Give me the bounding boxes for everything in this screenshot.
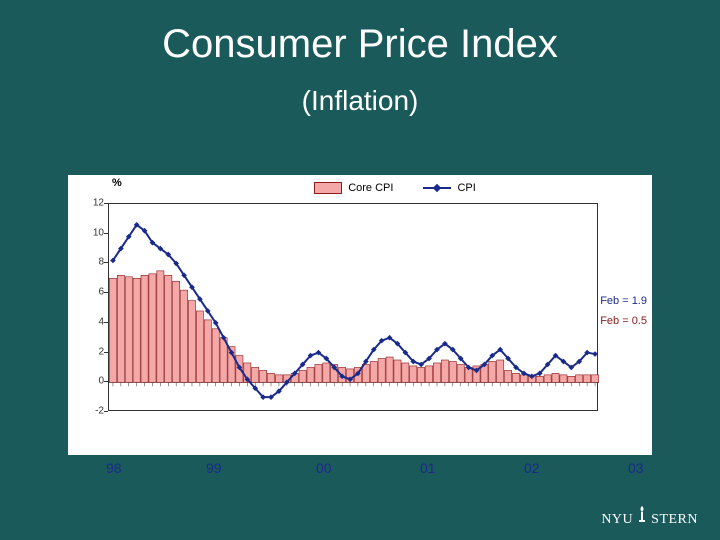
logo-stern: STERN — [651, 512, 698, 528]
y-tick-mark — [104, 352, 108, 353]
logo-nyu: NYU — [601, 512, 633, 528]
year-label: 99 — [206, 460, 222, 476]
bar-swatch-icon — [314, 182, 342, 194]
y-tick-label: 6 — [74, 287, 104, 298]
y-tick-label: 2 — [74, 346, 104, 357]
y-tick-mark — [104, 262, 108, 263]
y-tick-mark — [104, 233, 108, 234]
y-tick-label: 0 — [74, 376, 104, 387]
y-tick-mark — [104, 381, 108, 382]
year-label: 98 — [106, 460, 122, 476]
y-tick-label: 8 — [74, 257, 104, 268]
y-tick-label: -2 — [74, 406, 104, 417]
slide-subtitle: (Inflation) — [0, 85, 720, 117]
nyu-stern-logo: NYU STERN — [601, 505, 698, 528]
y-tick-mark — [104, 322, 108, 323]
year-label: 01 — [420, 460, 436, 476]
y-tick-mark — [104, 292, 108, 293]
plot-area — [108, 203, 598, 411]
y-tick-mark — [104, 203, 108, 204]
annotation-cpi: Feb = 1.9 — [600, 295, 647, 307]
chart-legend: Core CPI CPI — [198, 177, 592, 199]
cpi-chart: % Core CPI CPI -2 0 2 4 6 8 10 12 Feb = 1.9 Feb… — [68, 175, 652, 455]
legend-label: Core CPI — [348, 182, 393, 194]
y-tick-label: 4 — [74, 316, 104, 327]
chart-svg — [109, 204, 599, 412]
torch-icon — [635, 505, 649, 528]
legend-label: CPI — [457, 182, 475, 194]
legend-item-core-cpi: Core CPI — [314, 182, 393, 194]
annotation-core-cpi: Feb = 0.5 — [600, 315, 647, 327]
y-axis-label: % — [112, 177, 122, 189]
year-label: 02 — [524, 460, 540, 476]
y-tick-label: 12 — [74, 198, 104, 209]
year-label: 00 — [316, 460, 332, 476]
y-tick-label: 10 — [74, 227, 104, 238]
y-tick-mark — [104, 411, 108, 412]
legend-item-cpi: CPI — [423, 182, 475, 194]
slide-title: Consumer Price Index — [0, 0, 720, 67]
year-label: 03 — [628, 460, 644, 476]
line-swatch-icon — [423, 187, 451, 189]
